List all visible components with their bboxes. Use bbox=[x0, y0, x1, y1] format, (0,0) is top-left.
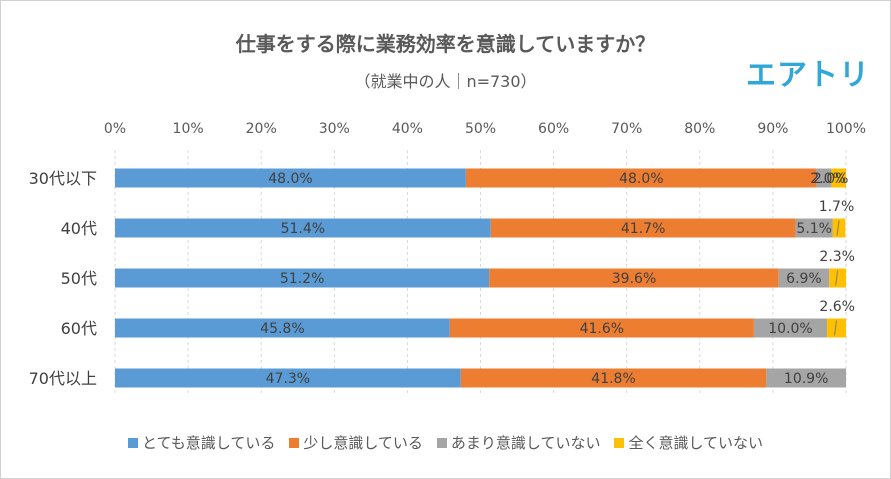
data-label: 2.0% bbox=[810, 171, 846, 187]
category-label: 30代以下 bbox=[29, 169, 97, 188]
x-tick-label: 40% bbox=[392, 121, 423, 137]
bar-segment bbox=[829, 268, 846, 288]
x-tick-label: 10% bbox=[173, 121, 204, 137]
leader-line bbox=[834, 320, 837, 336]
leader-line bbox=[836, 220, 840, 236]
legend-item: とても意識している bbox=[127, 432, 276, 453]
category-label: 50代 bbox=[61, 269, 97, 288]
legend-item: あまり意識していない bbox=[436, 432, 601, 453]
bar-segment bbox=[489, 268, 779, 288]
data-label: 1.7% bbox=[819, 199, 855, 215]
chart-legend: とても意識している 少し意識している あまり意識していない 全く意識していない bbox=[0, 432, 891, 453]
chart-subtitle: （就業中の人｜n=730） bbox=[354, 72, 537, 91]
data-label: 41.6% bbox=[580, 321, 624, 337]
x-tick-label: 20% bbox=[246, 121, 277, 137]
x-tick-label: 60% bbox=[538, 121, 569, 137]
bar-segment bbox=[753, 318, 827, 338]
category-label: 60代 bbox=[61, 319, 97, 338]
bar-segment bbox=[831, 168, 846, 188]
data-label: 10.9% bbox=[784, 371, 828, 387]
x-tick-label: 0% bbox=[104, 121, 126, 137]
category-label: 40代 bbox=[61, 219, 97, 238]
x-tick-label: 100% bbox=[826, 121, 866, 137]
bar-segment bbox=[816, 168, 832, 188]
legend-item: 全く意識していない bbox=[614, 432, 763, 453]
legend-swatch bbox=[436, 437, 447, 448]
data-label: 2.3% bbox=[819, 249, 855, 265]
bar-segment bbox=[832, 218, 846, 238]
data-label: 2.0% bbox=[813, 171, 849, 187]
data-label: 2.6% bbox=[819, 299, 855, 315]
bar-segment bbox=[115, 268, 490, 288]
legend-swatch bbox=[127, 437, 138, 448]
legend-label: 全く意識していない bbox=[628, 434, 764, 452]
bar-segment bbox=[115, 168, 466, 188]
chart-title: 仕事をする際に業務効率を意識していますか？ bbox=[235, 32, 656, 56]
bar-segment bbox=[449, 318, 754, 338]
x-tick-label: 30% bbox=[319, 121, 350, 137]
x-tick-label: 90% bbox=[757, 121, 788, 137]
bar-segment bbox=[795, 218, 833, 238]
bar-segment bbox=[465, 168, 817, 188]
bar-segment bbox=[115, 368, 461, 388]
x-tick-label: 50% bbox=[465, 121, 496, 137]
legend-label: あまり意識していない bbox=[450, 434, 601, 452]
bar-segment bbox=[115, 318, 450, 338]
x-tick-label: 70% bbox=[611, 121, 642, 137]
bar-segment bbox=[490, 218, 796, 238]
legend-label: とても意識している bbox=[141, 434, 276, 452]
data-label: 48.0% bbox=[268, 171, 312, 187]
legend-label: 少し意識している bbox=[303, 434, 423, 452]
data-label: 10.0% bbox=[768, 321, 812, 337]
data-label: 6.9% bbox=[786, 271, 822, 287]
data-label: 45.8% bbox=[260, 321, 304, 337]
leader-line bbox=[835, 270, 839, 286]
data-label: 41.7% bbox=[621, 221, 665, 237]
data-label: 41.8% bbox=[591, 371, 635, 387]
bar-segment bbox=[778, 268, 830, 288]
bar-segment bbox=[826, 318, 846, 338]
legend-item: 少し意識している bbox=[289, 432, 423, 453]
category-label: 70代以上 bbox=[29, 369, 97, 388]
brand-logo: エアトリ bbox=[746, 58, 870, 93]
data-label: 5.1% bbox=[796, 221, 832, 237]
legend-swatch bbox=[289, 437, 300, 448]
bar-segment bbox=[766, 368, 846, 388]
data-label: 51.2% bbox=[280, 271, 324, 287]
data-label: 39.6% bbox=[612, 271, 656, 287]
data-label: 48.0% bbox=[619, 171, 663, 187]
data-label: 47.3% bbox=[266, 371, 310, 387]
legend-swatch bbox=[614, 437, 625, 448]
data-label: 51.4% bbox=[281, 221, 325, 237]
bar-segment bbox=[460, 368, 767, 388]
x-tick-label: 80% bbox=[684, 121, 715, 137]
bar-segment bbox=[115, 218, 491, 238]
